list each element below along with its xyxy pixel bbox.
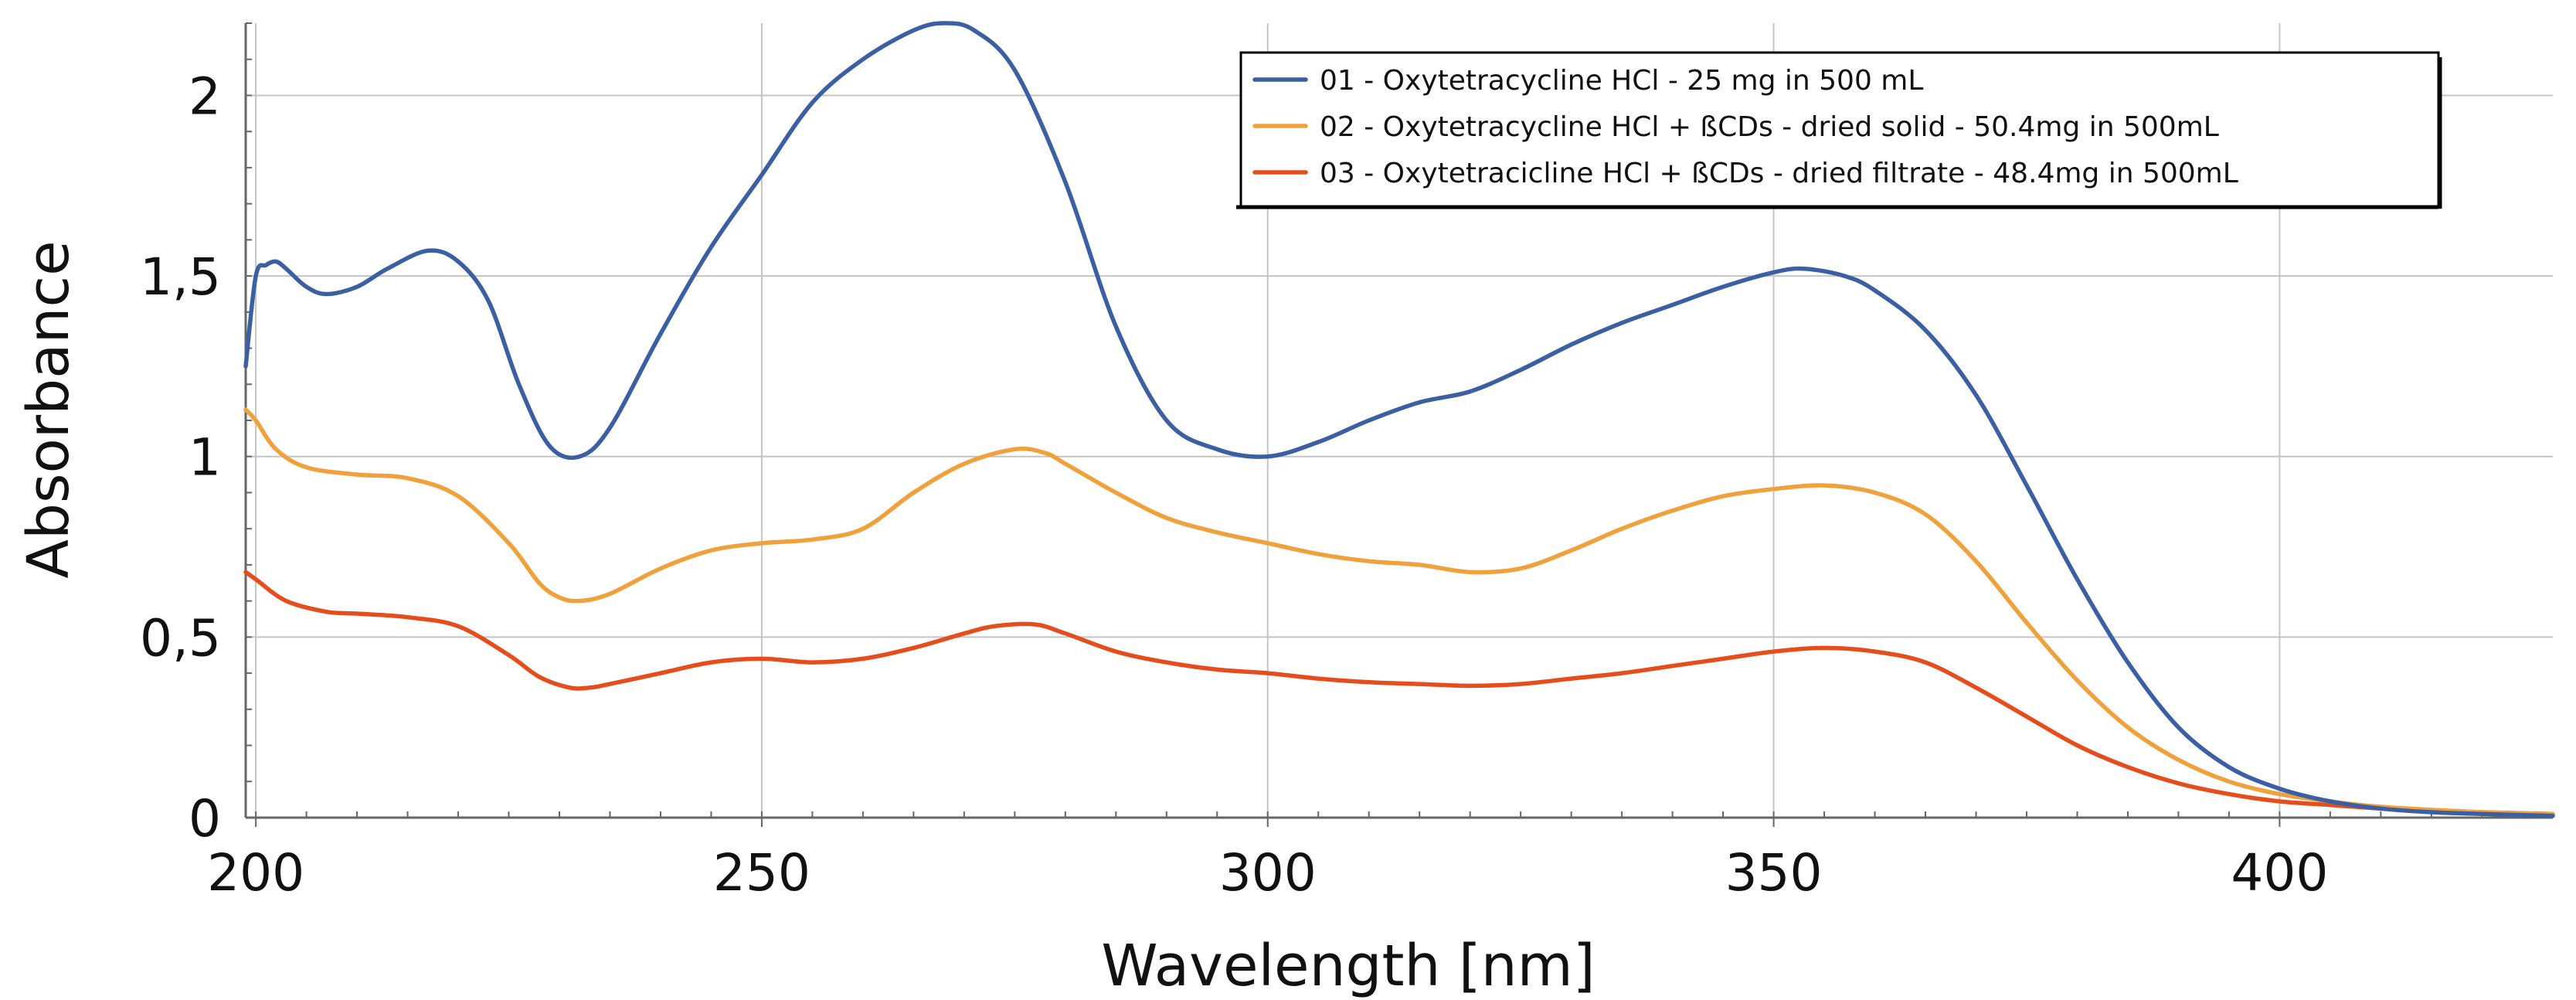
legend-frame xyxy=(1239,51,2440,209)
series-03-line xyxy=(243,570,2555,817)
y-tick-label: 1 xyxy=(189,428,221,488)
legend-label-03: 03 - Oxytetracicline HCl + ßCDs - dried … xyxy=(1320,158,2238,189)
y-tick-label: 0 xyxy=(189,789,221,849)
y-tick-label: 1,5 xyxy=(140,247,221,307)
y-axis-title: Absorbance xyxy=(15,240,82,578)
legend-label-01: 01 - Oxytetracycline HCl - 25 mg in 500 … xyxy=(1320,65,1923,97)
x-tick-label: 350 xyxy=(1725,843,1823,903)
x-axis-title: Wavelength [nm] xyxy=(1101,933,1595,999)
x-tick-labels: 200 250 300 350 400 xyxy=(207,843,2328,903)
legend-label-02: 02 - Oxytetracycline HCl + ßCDs - dried … xyxy=(1320,111,2219,143)
y-tick-label: 0,5 xyxy=(140,608,221,668)
x-tick-label: 300 xyxy=(1219,843,1317,903)
legend: 01 - Oxytetracycline HCl - 25 mg in 500 … xyxy=(1236,51,2442,209)
y-tick-labels: 0 0,5 1 1,5 2 xyxy=(140,66,221,849)
x-tick-label: 400 xyxy=(2231,843,2328,903)
y-tick-label: 2 xyxy=(189,66,221,126)
x-tick-label: 250 xyxy=(713,843,811,903)
series-01-line xyxy=(243,21,2555,818)
series-lines xyxy=(243,21,2555,818)
x-tick-label: 200 xyxy=(207,843,304,903)
series-02-line xyxy=(243,407,2555,817)
